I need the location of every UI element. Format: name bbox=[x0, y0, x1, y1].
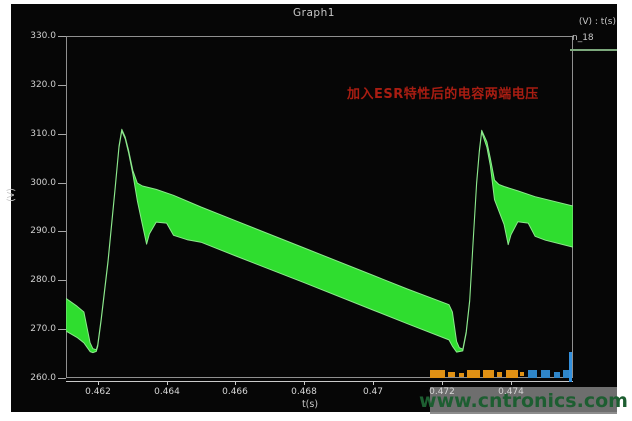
x-tick-mark bbox=[167, 381, 168, 385]
logo-pixel-block bbox=[541, 370, 550, 378]
y-tick-mark bbox=[58, 36, 66, 37]
x-tick-mark bbox=[442, 381, 443, 385]
legend-series-line-swatch bbox=[570, 49, 617, 51]
x-axis-title: t(s) bbox=[301, 399, 319, 410]
x-axis-baseline bbox=[66, 381, 573, 382]
y-tick-mark bbox=[58, 329, 66, 330]
y-tick-mark bbox=[58, 85, 66, 86]
x-tick-label: 0.462 bbox=[85, 387, 111, 397]
logo-pixel-block bbox=[459, 373, 464, 377]
y-tick-mark bbox=[58, 280, 66, 281]
chart-annotation-text: 加入ESR特性后的电容两端电压 bbox=[347, 87, 539, 102]
x-tick-label: 0.464 bbox=[154, 387, 180, 397]
logo-pixel-block bbox=[506, 370, 518, 378]
y-tick-label: 280.0 bbox=[30, 275, 56, 285]
y-tick-label: 300.0 bbox=[30, 178, 56, 188]
x-tick-label: 0.47 bbox=[362, 387, 384, 397]
y-tick-label: 290.0 bbox=[30, 226, 56, 236]
legend-series-label: n_18 bbox=[572, 33, 594, 43]
logo-pixel-block bbox=[528, 370, 537, 378]
x-tick-label: 0.472 bbox=[429, 387, 455, 397]
y-tick-mark bbox=[58, 231, 66, 232]
legend-axes-caption: (V) : t(s) bbox=[578, 17, 616, 27]
graph-title: Graph1 bbox=[293, 7, 335, 19]
x-tick-mark bbox=[511, 381, 512, 385]
logo-pixel-block bbox=[430, 370, 445, 378]
measurement-cursor-line[interactable] bbox=[569, 352, 572, 382]
logo-pixel-block bbox=[448, 372, 455, 377]
logo-pixel-block bbox=[497, 372, 502, 377]
x-tick-mark bbox=[373, 381, 374, 385]
logo-pixel-block bbox=[467, 370, 480, 378]
logo-pixel-block bbox=[563, 370, 572, 378]
y-tick-label: 310.0 bbox=[30, 129, 56, 139]
x-tick-mark bbox=[304, 381, 305, 385]
y-tick-label: 260.0 bbox=[30, 373, 56, 383]
x-tick-label: 0.466 bbox=[222, 387, 248, 397]
watermark-banner: www.cntronics.com bbox=[419, 387, 628, 414]
x-tick-mark bbox=[98, 381, 99, 385]
y-tick-mark bbox=[58, 134, 66, 135]
x-tick-mark bbox=[235, 381, 236, 385]
x-tick-label: 0.474 bbox=[498, 387, 524, 397]
y-tick-label: 330.0 bbox=[30, 31, 56, 41]
x-tick-label: 0.468 bbox=[291, 387, 317, 397]
y-tick-mark bbox=[58, 183, 66, 184]
y-tick-label: 270.0 bbox=[30, 324, 56, 334]
logo-pixel-block bbox=[554, 372, 560, 378]
y-axis-title: (V) bbox=[6, 188, 17, 202]
logo-pixel-block bbox=[520, 372, 524, 376]
logo-pixel-block bbox=[483, 370, 494, 378]
y-tick-label: 320.0 bbox=[30, 80, 56, 90]
watermark-url-text: www.cntronics.com bbox=[419, 389, 628, 412]
y-tick-mark bbox=[58, 378, 66, 379]
